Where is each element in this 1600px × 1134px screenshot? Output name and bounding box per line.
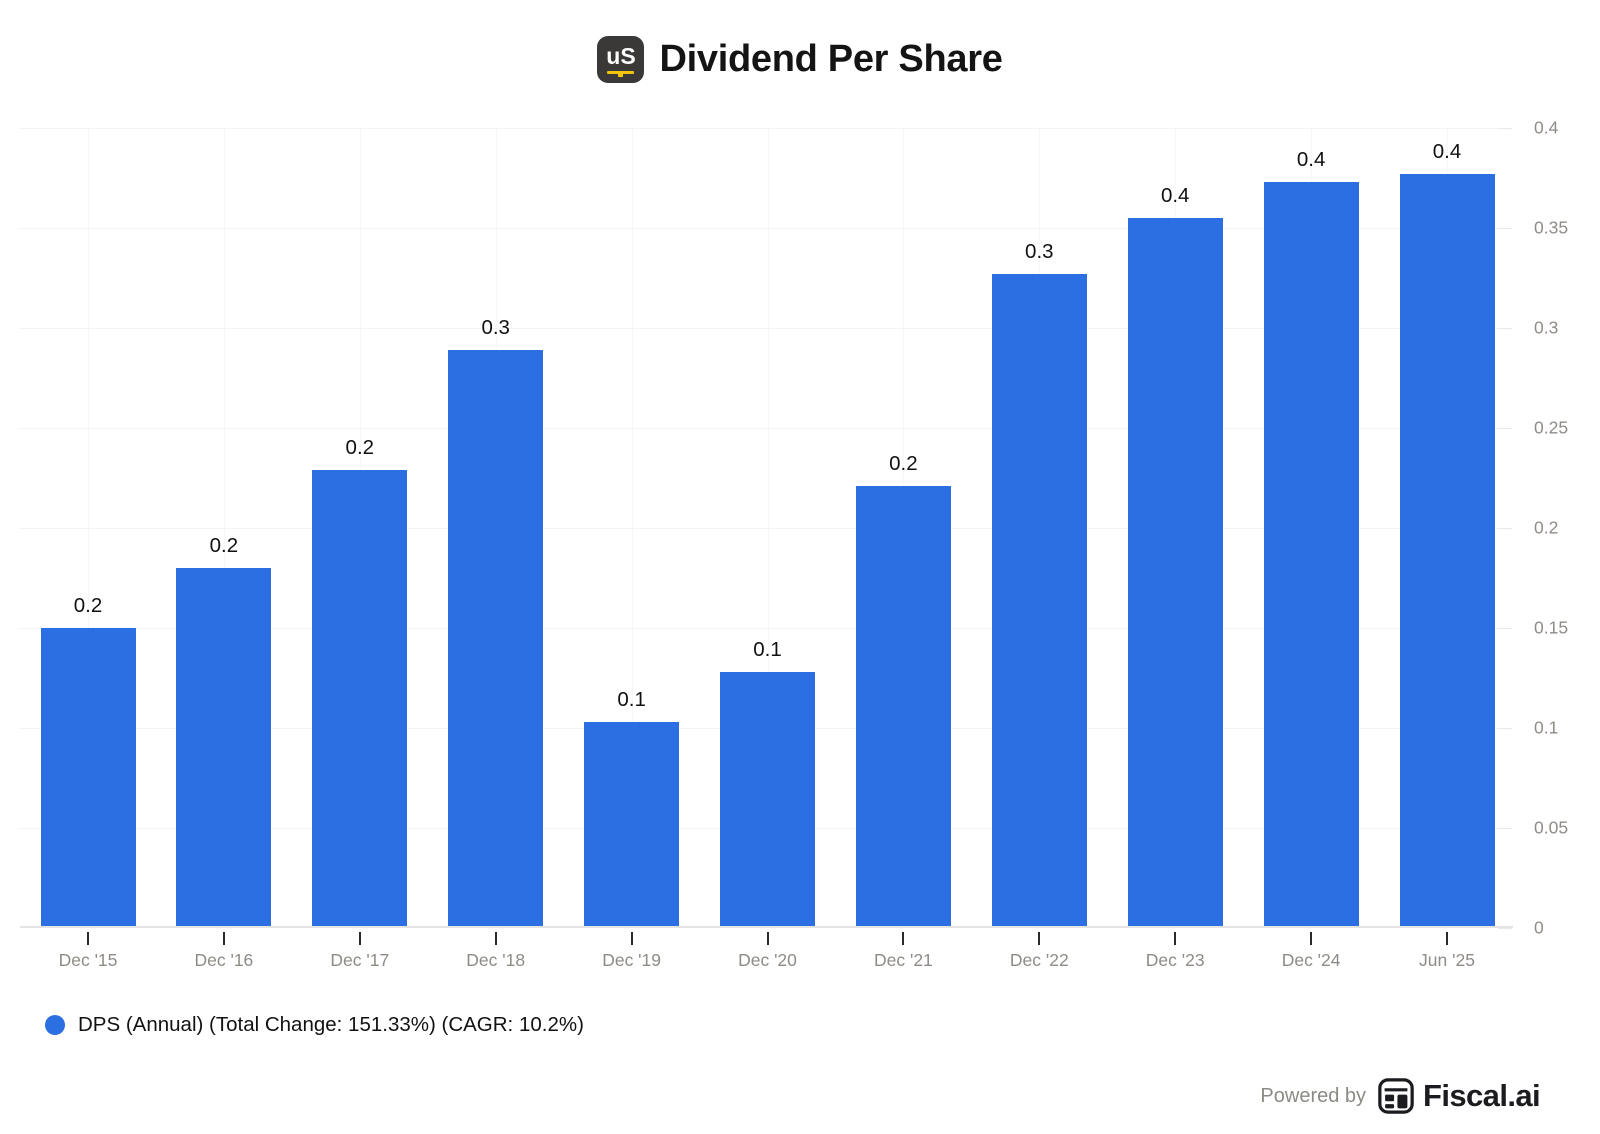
x-axis-label: Dec '21 xyxy=(873,950,933,970)
x-axis-label: Dec '17 xyxy=(330,950,390,970)
x-axis-tick xyxy=(766,932,769,945)
bar-dec-22[interactable] xyxy=(991,274,1087,928)
y-axis-label: 0.4 xyxy=(1534,117,1559,138)
x-axis-tick xyxy=(630,932,633,945)
bar-dec-20[interactable] xyxy=(720,672,815,928)
x-axis-tick xyxy=(1038,932,1041,945)
y-axis-tick xyxy=(1498,528,1512,529)
y-axis-tick xyxy=(1498,928,1512,929)
bar-dec-15[interactable] xyxy=(40,628,136,928)
gridline-horizontal xyxy=(20,128,1513,129)
bar-value-label: 0.2 xyxy=(209,534,239,557)
x-axis-label: Jun '25 xyxy=(1419,950,1475,970)
x-axis-label: Dec '23 xyxy=(1145,950,1205,970)
y-axis-label: 0 xyxy=(1534,917,1544,938)
x-axis-tick xyxy=(494,932,497,945)
x-axis-tick xyxy=(87,932,89,945)
fiscal-ai-brand-text: Fiscal.ai xyxy=(1423,1078,1541,1113)
x-axis-label: Dec '20 xyxy=(738,950,797,970)
company-logo-underline xyxy=(607,70,635,77)
y-axis-label: 0.25 xyxy=(1534,417,1569,438)
y-axis-tick xyxy=(1498,228,1512,229)
bar-value-label: 0.2 xyxy=(73,594,103,617)
fiscal-ai-logo-icon xyxy=(1378,1078,1414,1114)
bar-value-label: 0.2 xyxy=(345,436,375,459)
gridline-vertical xyxy=(631,128,633,928)
legend-item-dps[interactable]: DPS (Annual) (Total Change: 151.33%) (CA… xyxy=(45,1013,584,1037)
y-axis-label: 0.3 xyxy=(1534,317,1559,338)
fiscal-ai-link[interactable]: Fiscal.ai xyxy=(1377,1077,1541,1115)
y-axis-label: 0.2 xyxy=(1534,517,1559,538)
gridline-vertical xyxy=(767,128,769,928)
bar-value-label: 0.4 xyxy=(1296,148,1326,171)
company-logo: uS xyxy=(597,35,645,83)
powered-by-text: Powered by xyxy=(1260,1084,1367,1107)
x-axis-tick xyxy=(1174,932,1177,945)
legend-label: DPS (Annual) (Total Change: 151.33%) (CA… xyxy=(78,1013,584,1036)
footer: Powered by Fiscal.ai xyxy=(1260,1076,1541,1116)
bar-value-label: 0.4 xyxy=(1160,184,1190,207)
y-axis-label: 0.35 xyxy=(1534,217,1569,238)
x-axis-label: Dec '24 xyxy=(1281,950,1341,970)
gridline-vertical xyxy=(223,128,225,928)
bar-dec-24[interactable] xyxy=(1263,182,1359,928)
bar-value-label: 0.4 xyxy=(1432,140,1462,163)
bar-dec-21[interactable] xyxy=(855,486,951,928)
x-axis-label: Dec '19 xyxy=(602,950,661,970)
gridline-horizontal xyxy=(20,228,1513,229)
bar-dec-16[interactable] xyxy=(176,568,272,928)
x-axis-label: Dec '16 xyxy=(194,950,254,970)
bar-dec-19[interactable] xyxy=(584,722,680,928)
bar-value-label: 0.2 xyxy=(889,452,918,475)
y-axis-tick xyxy=(1498,628,1512,629)
x-axis-label: Dec '15 xyxy=(58,950,118,970)
bar-dec-23[interactable] xyxy=(1127,218,1223,928)
bar-jun-25[interactable] xyxy=(1399,174,1495,928)
x-axis-label: Dec '18 xyxy=(466,950,526,970)
x-axis-tick xyxy=(1446,932,1448,945)
y-axis-label: 0.1 xyxy=(1534,717,1559,738)
bar-dec-18[interactable] xyxy=(448,350,544,928)
chart-title: Dividend Per Share xyxy=(659,37,1003,80)
y-axis-label: 0.05 xyxy=(1534,817,1569,838)
x-axis-tick xyxy=(1310,932,1313,945)
x-axis-tick xyxy=(358,932,361,945)
gridline-horizontal xyxy=(20,528,1513,529)
bar-value-label: 0.1 xyxy=(753,638,782,661)
bar-value-label: 0.3 xyxy=(1025,240,1054,263)
y-axis-label: 0.15 xyxy=(1534,617,1569,638)
y-axis-tick xyxy=(1498,428,1512,429)
gridline-horizontal xyxy=(20,328,1513,329)
bar-value-label: 0.3 xyxy=(481,316,510,339)
y-axis-tick xyxy=(1498,328,1512,329)
chart-header: uS Dividend Per Share xyxy=(0,33,1600,85)
x-axis-line xyxy=(20,926,1513,928)
company-logo-text: uS xyxy=(606,42,636,69)
gridline-vertical xyxy=(88,128,89,928)
bar-dec-17[interactable] xyxy=(312,470,408,928)
bar-value-label: 0.1 xyxy=(617,688,646,711)
legend-marker xyxy=(45,1015,65,1035)
y-axis-tick xyxy=(1498,828,1512,829)
y-axis-tick xyxy=(1498,728,1512,729)
gridline-horizontal xyxy=(20,428,1513,429)
gridline-horizontal xyxy=(20,628,1513,629)
y-axis-tick xyxy=(1498,128,1512,129)
x-axis-tick xyxy=(222,932,225,945)
x-axis-tick xyxy=(902,932,905,945)
x-axis-label: Dec '22 xyxy=(1009,950,1069,970)
